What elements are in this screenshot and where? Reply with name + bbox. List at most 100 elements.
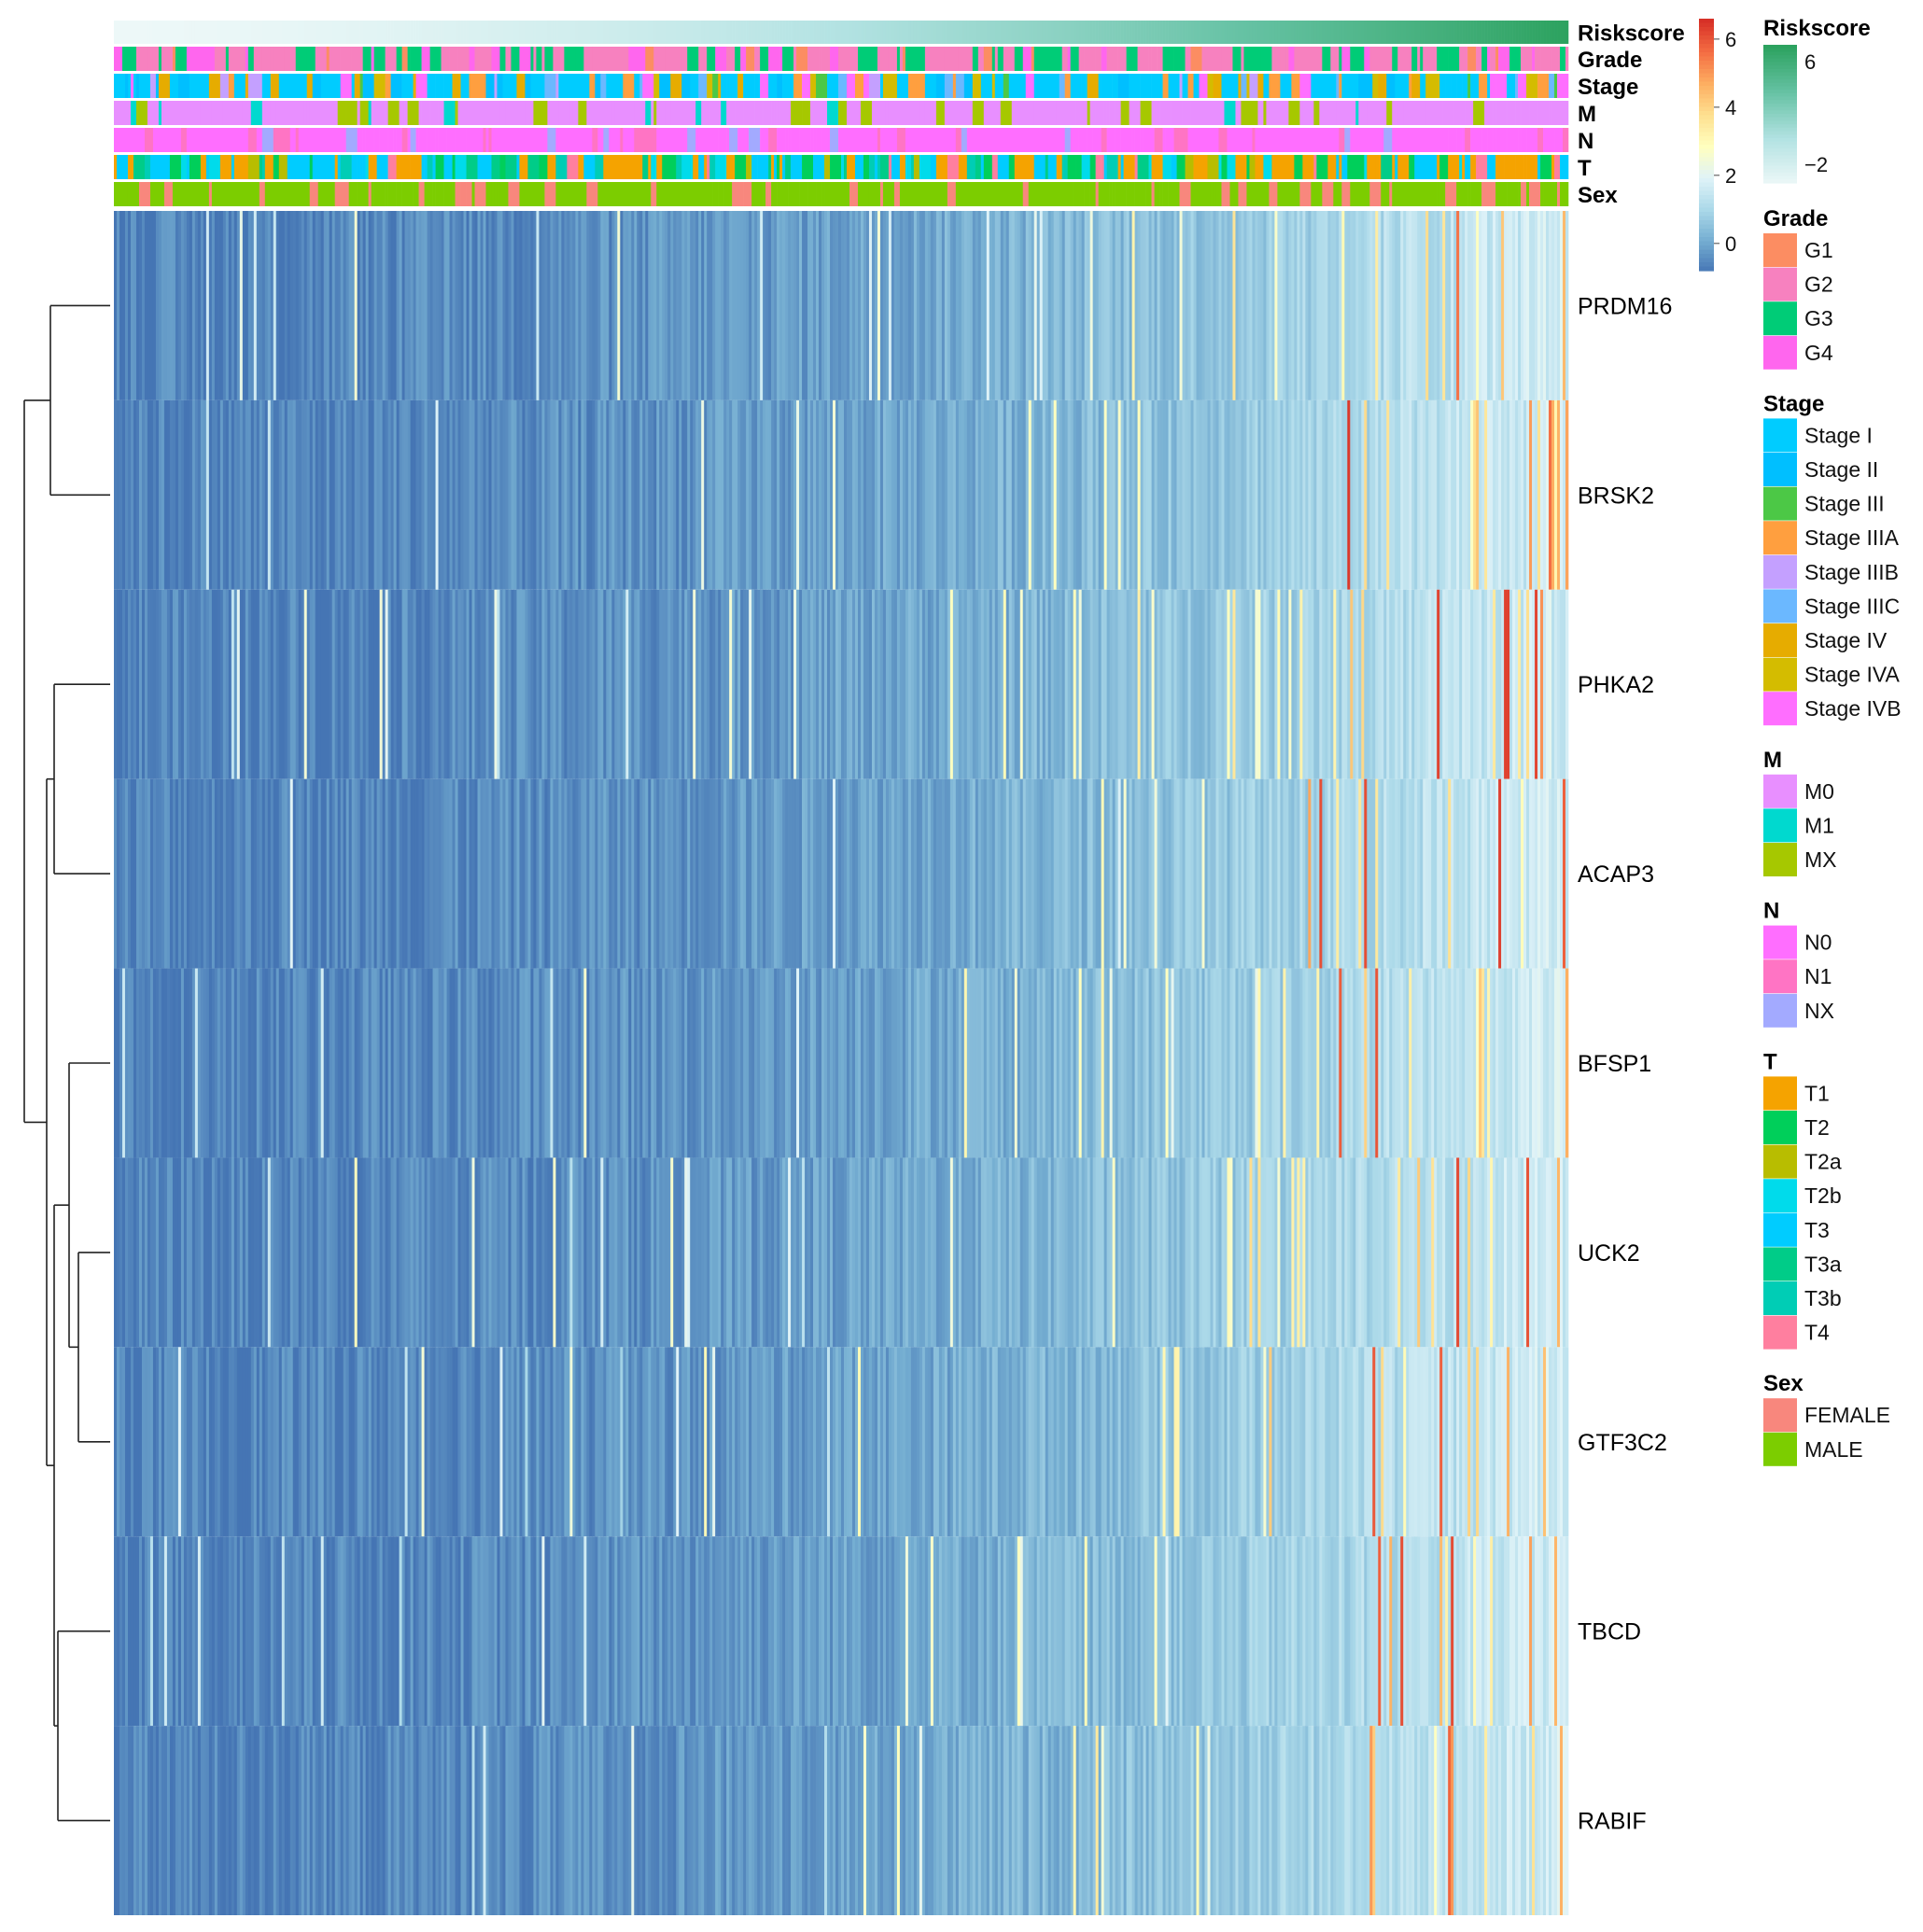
heatmap-cell xyxy=(1005,968,1010,1158)
heatmap-cell xyxy=(138,778,143,969)
heatmap-cell xyxy=(1372,589,1376,779)
heatmap-cell xyxy=(1316,1157,1320,1348)
stage-cell xyxy=(278,74,291,98)
heatmap-cell xyxy=(771,211,775,400)
stage-cell xyxy=(1386,74,1396,98)
heatmap-cell xyxy=(508,1157,512,1348)
heatmap-cell xyxy=(1103,968,1107,1158)
heatmap-cell xyxy=(149,1157,154,1348)
heatmap-cell xyxy=(329,968,333,1158)
heatmap-cell xyxy=(810,589,814,779)
riskscore-cell xyxy=(287,21,291,44)
heatmap-cell xyxy=(1325,778,1328,969)
heatmap-cell xyxy=(810,399,814,590)
heatmap-cell xyxy=(158,778,162,969)
heatmap-cell xyxy=(746,399,750,590)
heatmap-cell xyxy=(306,778,311,969)
n-cell xyxy=(1364,128,1368,152)
t-cell xyxy=(200,155,207,179)
stage-cell xyxy=(1487,74,1491,98)
m-cell xyxy=(163,101,174,125)
heatmap-cell xyxy=(1565,778,1569,969)
heatmap-cell xyxy=(121,968,126,1158)
heatmap-cell xyxy=(1361,778,1365,969)
heatmap-cell xyxy=(877,778,881,969)
m-cell xyxy=(250,101,263,125)
sex-cell xyxy=(418,182,425,206)
grade-cell xyxy=(1084,47,1096,71)
heatmap-cell xyxy=(578,778,582,969)
riskscore-cell xyxy=(175,21,179,44)
heatmap-cell xyxy=(1392,778,1396,969)
heatmap-cell xyxy=(527,778,531,969)
heatmap-cell xyxy=(665,399,668,590)
heatmap-cell xyxy=(413,968,416,1158)
riskscore-cell xyxy=(245,21,249,44)
heatmap-cell xyxy=(525,778,528,969)
heatmap-cell xyxy=(1322,778,1326,969)
heatmap-cell xyxy=(888,1157,892,1348)
heatmap-cell xyxy=(455,211,458,400)
heatmap-cell xyxy=(1283,211,1286,400)
heatmap-cell xyxy=(760,1157,764,1348)
heatmap-cell xyxy=(1238,399,1242,590)
heatmap-cell xyxy=(833,1157,836,1348)
heatmap-cell xyxy=(180,1347,185,1537)
heatmap-cell xyxy=(888,968,892,1158)
heatmap-cell xyxy=(345,1157,350,1348)
heatmap-cell xyxy=(1263,778,1267,969)
heatmap-cell xyxy=(438,778,442,969)
m-cell xyxy=(1019,101,1024,125)
n-cell xyxy=(1325,128,1334,152)
grade-cell xyxy=(746,47,755,71)
heatmap-cell xyxy=(651,778,654,969)
grade-cell xyxy=(499,47,506,71)
heatmap-cell xyxy=(1067,399,1072,590)
heatmap-cell xyxy=(863,778,867,969)
riskscore-cell xyxy=(208,21,213,44)
heatmap-cell xyxy=(138,1347,143,1537)
heatmap-cell xyxy=(354,589,358,779)
heatmap-cell xyxy=(774,399,778,590)
heatmap-cell xyxy=(1327,778,1331,969)
heatmap-cell xyxy=(203,778,207,969)
grade-cell xyxy=(726,47,736,71)
riskscore-cell xyxy=(177,21,182,44)
t-cell xyxy=(1207,155,1219,179)
riskscore-cell xyxy=(1551,21,1555,44)
sex-cell xyxy=(821,182,825,206)
heatmap-cell xyxy=(1364,399,1368,590)
sex-cell xyxy=(1341,182,1351,206)
m-cell xyxy=(429,101,439,125)
heatmap-cell xyxy=(567,211,570,400)
stage-cell xyxy=(256,74,263,98)
m-cell xyxy=(1302,101,1314,125)
sex-cell xyxy=(494,182,498,206)
grade-cell xyxy=(351,47,363,71)
heatmap-cell xyxy=(301,1157,305,1348)
heatmap-cell xyxy=(382,211,386,400)
heatmap-cell xyxy=(1347,589,1351,779)
heatmap-cell xyxy=(1266,589,1270,779)
m-cell xyxy=(846,101,859,125)
heatmap-cell xyxy=(1437,399,1440,590)
n-cell xyxy=(583,128,593,152)
heatmap-cell xyxy=(211,1347,216,1537)
stage-cell xyxy=(737,74,744,98)
heatmap-cell xyxy=(424,399,428,590)
heatmap-cell xyxy=(292,968,297,1158)
riskscore-cell xyxy=(270,21,274,44)
heatmap-cell xyxy=(1011,589,1016,779)
heatmap-cell xyxy=(309,399,314,590)
heatmap-cell xyxy=(1210,589,1214,779)
t-cell xyxy=(1117,155,1121,179)
n-cell xyxy=(527,128,537,152)
heatmap-cell xyxy=(963,589,968,779)
heatmap-cell xyxy=(799,968,803,1158)
heatmap-cell xyxy=(1308,399,1312,590)
heatmap-cell xyxy=(497,211,500,400)
heatmap-cell xyxy=(595,589,598,779)
m-cell xyxy=(315,101,327,125)
heatmap-cell xyxy=(1372,778,1376,969)
heatmap-cell xyxy=(1238,778,1242,969)
